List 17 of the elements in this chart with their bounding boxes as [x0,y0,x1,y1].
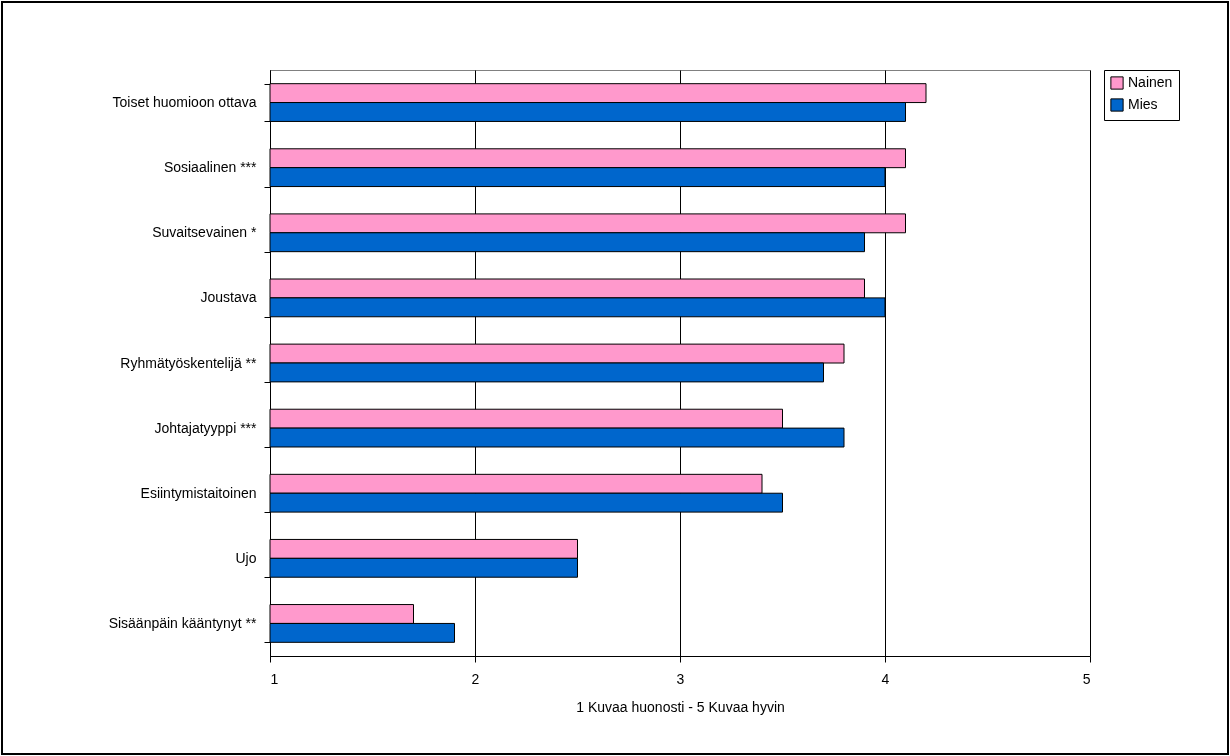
y-tick-label: Ujo [235,549,257,566]
x-tick-label: 2 [471,670,480,687]
y-tick-label: Esiintymistaitoinen [140,484,257,501]
y-tick-label: Sosiaalinen *** [163,159,258,176]
y-tick-label: Toiset huomioon ottava [112,94,257,111]
x-tick-label: 4 [881,670,890,687]
y-tick-label: Suvaitsevainen * [152,224,258,241]
x-tick-label: 5 [1082,670,1091,687]
x-tick-label: 3 [676,670,685,687]
y-tick-label: Johtajatyyppi *** [154,419,258,436]
legend-label: Nainen [1128,74,1173,90]
legend-label: Mies [1128,96,1158,112]
y-tick-label: Sisäänpäin kääntynyt ** [108,614,258,631]
x-axis-title: 1 Kuvaa huonosti - 5 Kuvaa hyvin [576,698,785,715]
y-tick-label: Joustava [200,289,257,306]
y-tick-label: Ryhmätyöskentelijä ** [120,354,258,371]
x-tick-label: 1 [270,670,279,687]
